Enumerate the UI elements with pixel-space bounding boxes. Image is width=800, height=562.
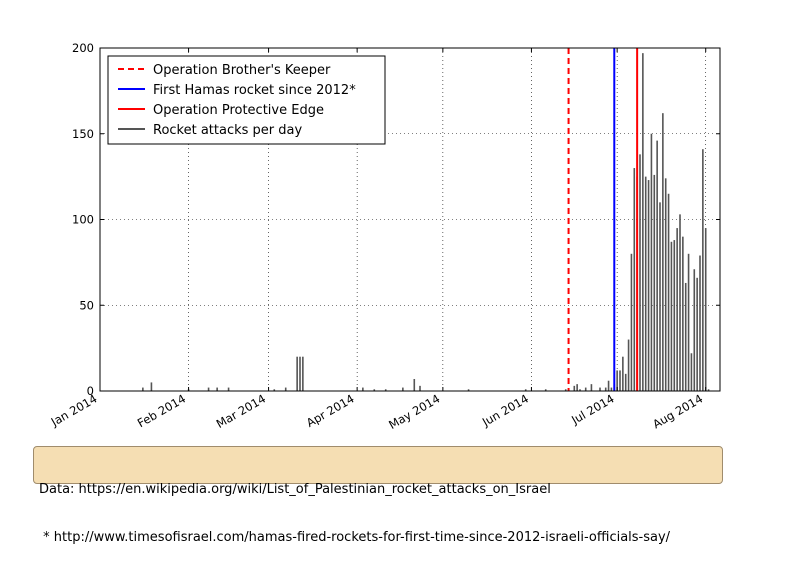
rocket-bar — [702, 149, 704, 391]
legend-label: First Hamas rocket since 2012* — [153, 83, 356, 98]
legend-label: Operation Brother's Keeper — [153, 63, 331, 78]
rocket-bar — [576, 384, 578, 391]
rocket-bar — [664, 178, 667, 391]
rocket-bar — [699, 255, 701, 391]
rocket-bar — [630, 253, 633, 391]
rocket-bar — [704, 228, 707, 391]
legend-label: Rocket attacks per day — [153, 123, 302, 138]
rocket-bar — [707, 389, 710, 391]
rocket-bar — [299, 356, 301, 391]
rocket-bar — [690, 353, 693, 391]
rocket-bar — [670, 241, 673, 391]
rocket-bar — [362, 387, 364, 391]
rocket-bar — [610, 387, 613, 391]
y-tick-label: 50 — [79, 298, 94, 312]
y-tick-label: 100 — [72, 213, 94, 227]
rocket-bar — [467, 389, 470, 391]
data-source-line: Data: https://en.wikipedia.org/wiki/List… — [39, 482, 551, 497]
rocket-bar — [227, 387, 230, 391]
rocket-bar — [624, 373, 627, 391]
rocket-bar — [622, 356, 624, 391]
data-source-note: Data: https://en.wikipedia.org/wiki/List… — [33, 446, 723, 545]
rocket-bar — [673, 240, 676, 391]
x-tick-label: Jul 2014 — [568, 391, 616, 427]
rocket-bar — [413, 378, 416, 391]
rocket-bar — [544, 389, 547, 391]
rocket-bar — [642, 53, 644, 392]
rocket-bar — [659, 202, 661, 391]
x-tick-label: Feb 2014 — [135, 391, 188, 430]
rocket-bar — [207, 387, 210, 391]
rocket-bar — [419, 385, 421, 391]
x-tick-label: Jun 2014 — [479, 391, 531, 429]
y-tick-label: 0 — [87, 384, 94, 398]
rocket-bar — [687, 253, 690, 391]
rocket-bar — [676, 228, 678, 391]
x-tick-label: May 2014 — [386, 391, 442, 431]
legend-box — [107, 55, 386, 145]
rocket-bar — [616, 370, 618, 391]
rocket-bar — [573, 385, 576, 391]
rocket-attacks-chart: 0 50 100 150 200 Jan 2014 Feb 2014 Mar 2014 Apr … — [48, 41, 721, 432]
legend: Operation Brother's Keeper First Hamas ro… — [107, 55, 386, 145]
rocket-bar — [384, 389, 387, 391]
rocket-bar — [656, 140, 658, 391]
rocket-bar — [284, 387, 287, 391]
y-tick-label: 150 — [72, 127, 94, 141]
rocket-bar — [564, 389, 567, 391]
source-footnote-line: * http://www.timesofisrael.com/hamas-fir… — [39, 530, 671, 545]
rocket-bar — [684, 282, 687, 391]
rocket-bar — [662, 113, 664, 392]
rocket-bar — [679, 214, 681, 391]
rocket-bar — [584, 387, 587, 391]
rocket-bar — [216, 387, 218, 391]
x-tick-label: Jan 2014 — [48, 391, 100, 429]
event-lines — [567, 48, 639, 391]
rocket-bar — [524, 389, 527, 391]
y-tick-label: 200 — [72, 41, 94, 55]
rocket-bar — [696, 277, 698, 391]
rocket-bar — [639, 154, 641, 391]
rocket-bar — [599, 387, 601, 391]
grid — [100, 48, 720, 391]
legend-label: Operation Protective Edge — [153, 103, 324, 118]
rocket-bar — [682, 236, 684, 391]
rocket-bar — [627, 339, 630, 391]
rocket-bar — [633, 168, 636, 391]
rocket-bar — [693, 269, 696, 391]
rocket-bar — [402, 387, 404, 391]
rocket-bar — [653, 174, 656, 391]
rocket-bar — [590, 384, 593, 391]
rocket-bar — [273, 389, 276, 391]
x-tick-label: Aug 2014 — [650, 391, 705, 431]
rocket-bar — [650, 133, 653, 391]
rocket-bar — [142, 387, 144, 391]
rocket-bar — [579, 389, 581, 391]
rocket-bar — [667, 193, 670, 391]
rocket-bar — [296, 356, 298, 391]
x-tick-label: Apr 2014 — [304, 391, 357, 430]
x-tick-label: Mar 2014 — [214, 391, 268, 430]
rocket-bar — [150, 382, 153, 391]
rocket-bar — [647, 180, 650, 391]
rocket-bar — [302, 356, 304, 391]
rocket-bar — [373, 389, 376, 391]
rocket-bar — [644, 176, 647, 391]
rocket-bar — [619, 370, 621, 391]
rocket-bar — [607, 380, 610, 391]
rocket-bar — [604, 387, 607, 391]
